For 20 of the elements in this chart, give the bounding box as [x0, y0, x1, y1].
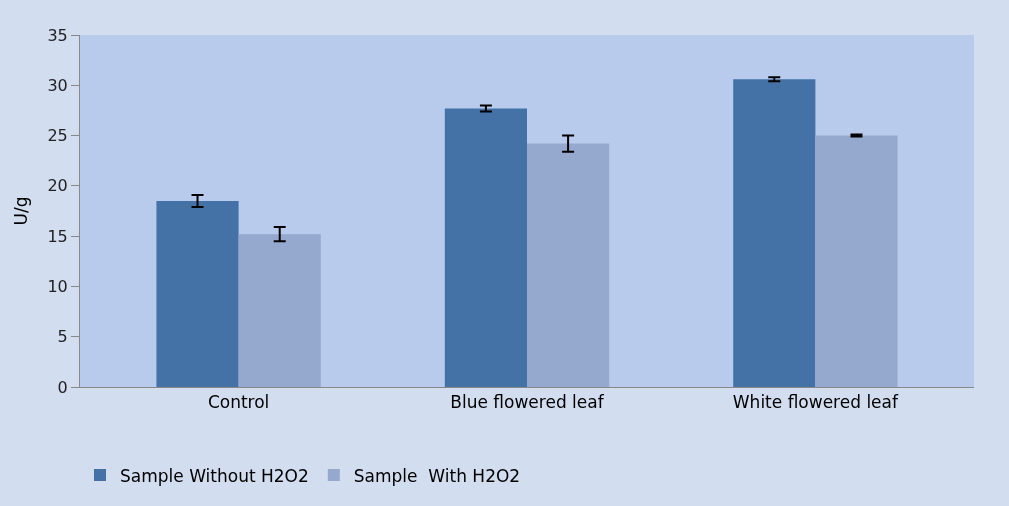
y-tick-label: 10	[47, 277, 68, 297]
bar	[733, 79, 816, 387]
bar	[527, 143, 610, 387]
x-tick-label: White flowered leaf	[732, 392, 899, 413]
bar	[156, 200, 239, 387]
bar	[238, 234, 321, 387]
y-tick-label: 15	[47, 226, 68, 246]
bar	[815, 135, 898, 387]
y-tick-label: 25	[47, 126, 68, 146]
legend-label: Sample Without H2O2	[120, 465, 309, 486]
x-tick-label: Control	[207, 392, 270, 413]
y-axis-title: U/g	[10, 196, 31, 226]
legend-label: Sample With H2O2	[353, 465, 521, 486]
y-tick-label: 20	[47, 176, 68, 196]
y-tick-label: 0	[57, 377, 68, 397]
y-tick-label: 35	[47, 25, 68, 45]
x-tick-label: Blue flowered leaf	[450, 392, 605, 413]
bar	[444, 108, 527, 387]
y-tick-label: 5	[57, 327, 68, 347]
y-tick-label: 30	[47, 75, 68, 95]
